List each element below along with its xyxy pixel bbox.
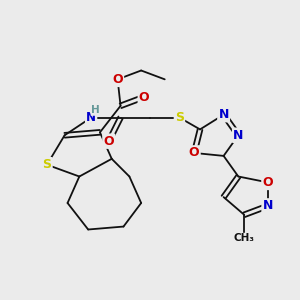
Text: S: S [42, 158, 51, 171]
Text: N: N [262, 200, 273, 212]
Text: O: O [112, 73, 123, 86]
Text: N: N [233, 129, 244, 142]
Text: N: N [86, 111, 96, 124]
Text: O: O [189, 146, 200, 159]
Text: H: H [91, 105, 100, 115]
Text: S: S [175, 111, 184, 124]
Text: O: O [262, 176, 273, 189]
Text: O: O [139, 91, 149, 103]
Text: O: O [103, 135, 114, 148]
Text: CH₃: CH₃ [234, 233, 255, 243]
Text: N: N [218, 108, 229, 121]
